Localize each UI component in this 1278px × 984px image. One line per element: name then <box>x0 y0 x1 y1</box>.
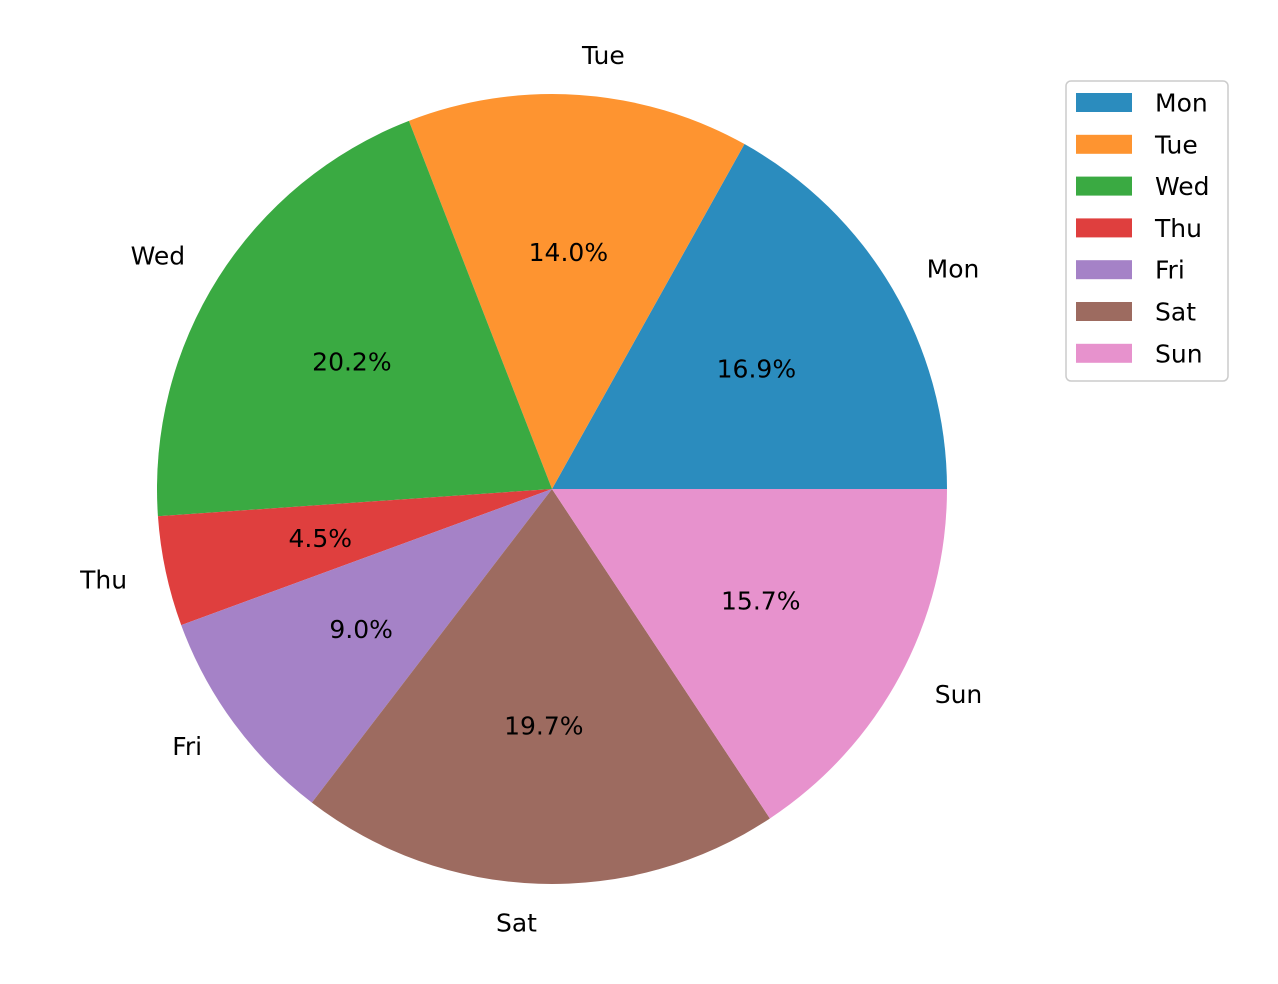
pie-slice-thu <box>157 489 552 626</box>
percent-label-mon: 16.9% <box>717 354 796 383</box>
legend-swatch-sun <box>1076 343 1132 363</box>
legend-swatch-fri <box>1076 260 1132 280</box>
legend: Mon Tue Wed Thu Fri Sat Sun <box>1065 80 1229 382</box>
legend-swatch-wed <box>1076 176 1132 196</box>
legend-label-wed: Wed <box>1155 172 1210 201</box>
pie-slice-sat <box>311 489 770 885</box>
legend-label-thu: Thu <box>1154 214 1202 243</box>
category-label-mon: Mon <box>927 254 980 283</box>
percent-label-fri: 9.0% <box>329 615 393 644</box>
percent-label-thu: 4.5% <box>288 524 352 553</box>
legend-label-sun: Sun <box>1155 339 1203 368</box>
legend-label-sat: Sat <box>1155 298 1196 327</box>
percent-label-tue: 14.0% <box>529 238 608 267</box>
legend-label-fri: Fri <box>1155 256 1185 285</box>
category-label-sun: Sun <box>935 680 983 709</box>
pie-slice-fri <box>181 489 552 803</box>
category-label-fri: Fri <box>172 732 202 761</box>
category-label-sat: Sat <box>496 909 537 938</box>
pie-slices <box>156 93 947 885</box>
legend-label-tue: Tue <box>1154 130 1198 159</box>
category-label-thu: Thu <box>79 565 127 594</box>
legend-swatch-mon <box>1076 93 1132 112</box>
category-labels: Mon Tue Wed Thu Fri Sat Sun <box>79 41 982 938</box>
legend-label-mon: Mon <box>1155 89 1208 118</box>
percent-label-sat: 19.7% <box>504 711 583 740</box>
legend-swatch-thu <box>1076 218 1132 238</box>
category-label-tue: Tue <box>581 41 625 70</box>
legend-swatch-tue <box>1076 134 1132 154</box>
percent-label-sun: 15.7% <box>721 587 800 616</box>
percent-label-wed: 20.2% <box>312 348 391 377</box>
pie-slice-mon <box>552 144 947 489</box>
pie-slice-wed <box>156 120 553 517</box>
pie-slice-tue <box>408 93 745 489</box>
pie-slice-sun <box>552 489 947 819</box>
category-label-wed: Wed <box>131 242 186 271</box>
percent-labels: 16.9% 14.0% 20.2% 4.5% 9.0% 19.7% 15.7% <box>288 238 800 740</box>
legend-swatch-sat <box>1076 302 1132 321</box>
legend-entries: Mon Tue Wed Thu Fri Sat Sun <box>1076 89 1210 368</box>
